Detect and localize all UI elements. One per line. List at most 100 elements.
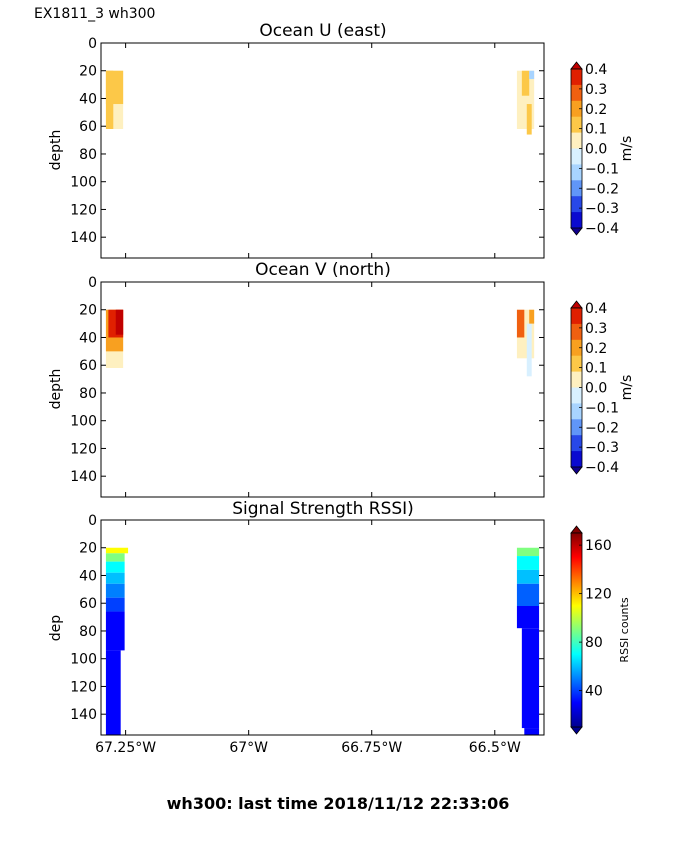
x-tick-label: 67.25°W [95,740,156,756]
data-cell [516,583,540,606]
data-cell [115,309,124,335]
panel-ocean-v: Ocean V (north) depth 0 20 40 60 80 100 120 140… [48,260,635,498]
colorbar-tick-label: 0.4 [585,62,607,78]
colorbar-level [571,100,582,118]
y-tick-label: 0 [88,36,97,52]
colorbar-tick-label: −0.1 [585,400,619,416]
x-tick-label: 66.5°W [469,740,521,756]
y-tick-label: 100 [70,175,97,191]
y-axis-label: dep [48,615,64,642]
colorbar-extend-max [570,525,583,534]
colorbar-level [571,116,582,134]
plot-frame [100,42,545,259]
panel-title: Signal Strength RSSI) [232,499,414,519]
y-tick-label: 60 [79,358,97,374]
data-cell [516,569,540,584]
colorbar-tick-label: 0.4 [585,301,607,317]
colorbar-tick-label: −0.4 [585,221,619,237]
y-tick-label: 20 [79,303,97,319]
y-tick-label: 140 [70,469,97,485]
x-tick-label: 67°W [229,740,268,756]
colorbar-level [571,132,582,149]
colorbar-level [571,148,582,165]
colorbar-gradient-bar [570,532,583,728]
y-tick-label: 80 [79,624,97,640]
y-tick-label: 60 [79,596,97,612]
y-tick-label: 140 [70,230,97,246]
colorbar-extend-min [570,466,583,475]
data-cell [105,583,125,598]
colorbar-extend-min [570,227,583,236]
data-cell [516,606,540,629]
colorbar-level [571,308,582,325]
colorbar-label: m/s [619,136,635,162]
corner-label: EX1811_3 wh300 [34,6,155,22]
colorbar-tick-label: −0.3 [585,201,619,217]
colorbar-level [571,339,582,357]
colorbar-tick-label: 0.2 [585,341,607,357]
y-tick-label: 80 [79,386,97,402]
colorbar-level [571,164,582,181]
y-tick-label: 20 [79,64,97,80]
colorbar-level [571,212,582,229]
colorbar-extend-max [570,300,583,309]
panel-title: Ocean V (north) [255,260,391,280]
y-tick-label: 0 [88,275,97,291]
data-cell [526,323,532,377]
colorbar-tick-label: 0.1 [585,122,607,138]
colorbar: 0.4 0.3 0.2 0.1 0.0 −0.1 −0.2 −0.3 −0.4 m/s [570,61,635,237]
y-tick-label: 80 [79,147,97,163]
colorbar-label: RSSI counts [618,597,631,662]
y-tick-label: 0 [88,513,97,529]
colorbar-level [571,451,582,468]
colorbar-tick-label: −0.4 [585,460,619,476]
data-cell [105,70,114,129]
colorbar-level [571,419,582,436]
colorbar-level [571,387,582,404]
data-cell [105,597,125,612]
colorbar-tick-label: 0.0 [585,142,607,158]
colorbar-tick-label: −0.1 [585,161,619,177]
y-tick-label: 60 [79,119,97,135]
y-axis-label: depth [48,369,64,410]
colorbar-tick-label: −0.3 [585,440,619,456]
plot-frame [100,519,545,736]
data-cell [105,553,125,562]
panel-title: Ocean U (east) [259,21,386,41]
data-cell [105,547,129,554]
colorbar-tick-label: 0.3 [585,321,607,337]
colorbar-tick-label: −0.2 [585,181,619,197]
data-cell [529,309,535,324]
plot-frame [100,281,545,498]
colorbar-tick-label: 0.3 [585,82,607,98]
colorbar-tick-label: −0.2 [585,420,619,436]
y-tick-label: 140 [70,707,97,723]
panel-ocean-u: Ocean U (east) depth 0 20 40 60 80 100 120 140 0… [48,21,635,259]
y-tick-label: 100 [70,414,97,430]
footer-title: wh300: last time 2018/11/12 22:33:06 [167,794,510,813]
y-tick-label: 120 [70,202,97,218]
colorbar-tick-label: 0.2 [585,102,607,118]
y-tick-label: 40 [79,568,97,584]
data-cell [521,628,540,729]
x-tick-label: 66.75°W [341,740,402,756]
colorbar-tick-label: 0.1 [585,361,607,377]
colorbar-tick-label: 0.0 [585,381,607,397]
colorbar-tick-label: 120 [585,587,612,603]
y-tick-label: 40 [79,91,97,107]
panel-rssi: Signal Strength RSSI) dep 0 20 40 60 80 100 12… [48,499,631,756]
colorbar-level [571,435,582,452]
colorbar-extend-min [570,726,583,735]
y-tick-label: 100 [70,652,97,668]
colorbar-label: m/s [619,375,635,401]
data-cell [521,70,530,96]
y-tick-label: 120 [70,441,97,457]
data-cell [526,104,532,135]
colorbar-level [571,180,582,197]
colorbar: 160 120 80 40 RSSI counts [570,525,631,735]
data-cell [516,556,540,570]
colorbar-level [571,69,582,86]
y-tick-label: 20 [79,541,97,557]
data-cell [105,561,125,573]
